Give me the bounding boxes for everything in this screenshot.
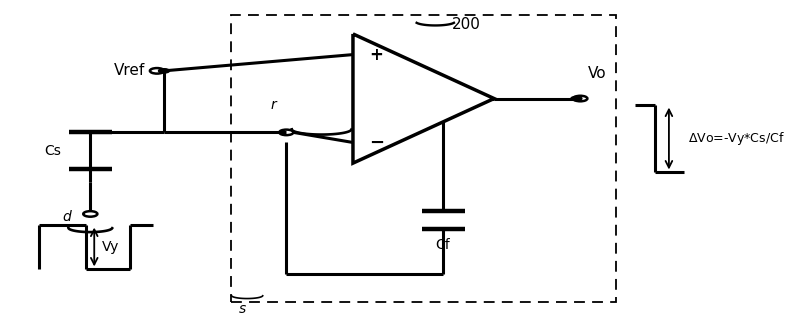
Circle shape (571, 96, 582, 101)
Text: 200: 200 (452, 17, 481, 32)
Text: Cs: Cs (44, 144, 61, 158)
Text: Vy: Vy (102, 240, 119, 254)
Text: r: r (270, 98, 276, 112)
Text: s: s (239, 302, 246, 314)
Text: +: + (370, 46, 383, 64)
Text: Vo: Vo (588, 67, 606, 81)
Text: $\Delta$Vo=-Vy*Cs/Cf: $\Delta$Vo=-Vy*Cs/Cf (688, 130, 785, 147)
Text: Cf: Cf (436, 238, 450, 252)
Bar (231, 15, 616, 302)
Text: d: d (62, 210, 70, 224)
Text: Vref: Vref (114, 63, 146, 78)
Text: −: − (369, 133, 384, 151)
Polygon shape (353, 34, 494, 163)
Circle shape (158, 69, 170, 73)
